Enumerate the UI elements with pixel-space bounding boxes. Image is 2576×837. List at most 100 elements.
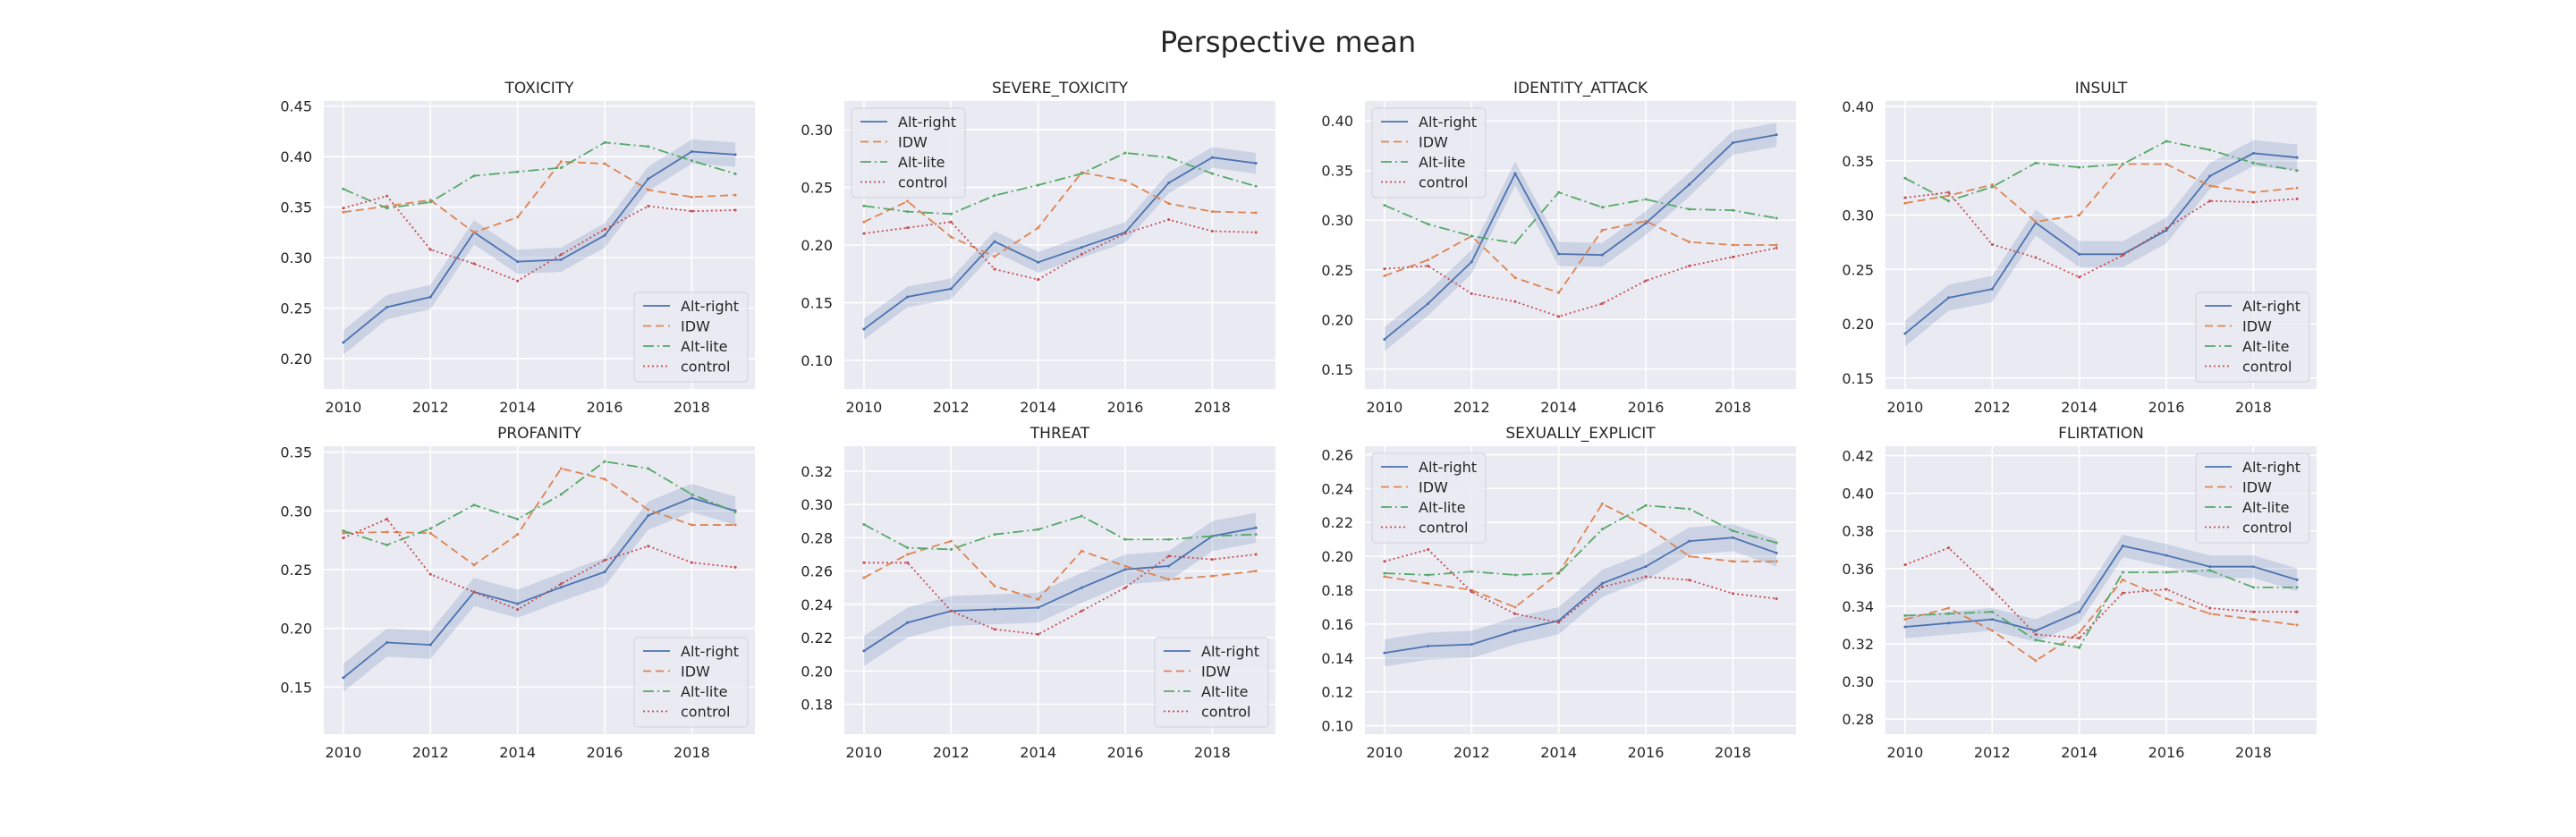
data-point-alt-right (342, 676, 345, 680)
data-point-alt-lite (906, 546, 910, 550)
data-point-control (1167, 554, 1171, 558)
data-point-alt-lite (516, 170, 520, 173)
x-tick-label: 2016 (1107, 744, 1144, 761)
data-point-alt-lite (949, 212, 953, 216)
data-point-alt-right (386, 640, 389, 644)
legend: Alt-right IDW Alt-lite control (633, 292, 749, 383)
data-point-alt-right (647, 514, 650, 518)
data-point-control (733, 565, 737, 569)
series-line-alt-right (1904, 152, 2298, 334)
data-point-idw (2078, 214, 2081, 217)
legend-label: control (1419, 174, 1468, 191)
data-point-idw (733, 193, 737, 197)
data-point-control (516, 608, 520, 612)
y-tick-label: 0.18 (1321, 582, 1353, 599)
data-point-alt-lite (2165, 571, 2168, 574)
data-point-alt-right (862, 649, 866, 653)
y-tick-label: 0.32 (801, 463, 833, 480)
data-point-alt-lite (1990, 610, 1994, 613)
data-point-idw (1037, 597, 1040, 601)
data-point-idw (386, 530, 389, 534)
legend: Alt-right IDW Alt-lite control (633, 637, 749, 728)
data-point-alt-right (1470, 643, 1473, 647)
y-tick-label: 0.32 (1842, 636, 1874, 653)
y-tick-label: 0.35 (1321, 163, 1353, 180)
data-point-idw (1688, 241, 1691, 244)
y-tick-label: 0.16 (1321, 616, 1353, 633)
data-point-alt-right (1644, 564, 1648, 568)
y-tick-label: 0.15 (801, 294, 833, 311)
legend-frame (851, 107, 966, 199)
data-point-idw (1383, 575, 1386, 579)
data-point-alt-lite (603, 460, 606, 463)
series-line-alt-right (863, 156, 1257, 330)
legend-label: IDW (1201, 664, 1231, 681)
data-point-idw (1513, 276, 1517, 280)
legend-label: Alt-right (681, 643, 739, 660)
subplot-title: SEVERE_TOXICITY (992, 80, 1129, 97)
data-point-control (2078, 275, 2081, 279)
data-point-alt-lite (2208, 569, 2212, 572)
data-point-alt-right (1513, 629, 1517, 632)
legend-frame (2195, 292, 2310, 383)
data-point-alt-right (1470, 260, 1473, 264)
y-tick-label: 0.14 (1321, 650, 1353, 667)
data-point-alt-lite (603, 140, 606, 144)
y-tick-label: 0.28 (1842, 711, 1874, 728)
data-point-alt-right (1644, 222, 1648, 225)
data-point-alt-right (2165, 554, 2168, 557)
data-point-alt-lite (1775, 541, 1778, 545)
y-tick-label: 0.35 (280, 199, 312, 216)
data-point-alt-lite (2295, 169, 2299, 173)
data-point-idw (1254, 211, 1258, 215)
data-point-alt-right (1775, 133, 1778, 137)
data-point-alt-right (993, 607, 996, 611)
series-line-idw (343, 467, 736, 566)
x-tick-label: 2010 (1887, 399, 1924, 416)
data-point-alt-right (2208, 174, 2212, 178)
data-point-control (1688, 264, 1691, 267)
x-tick-label: 2012 (1453, 399, 1490, 416)
data-point-control (733, 208, 737, 212)
data-point-idw (1167, 578, 1171, 581)
data-point-idw (1688, 554, 1691, 558)
y-tick-label: 0.20 (280, 621, 312, 638)
data-point-control (1123, 586, 1127, 589)
data-point-control (342, 537, 345, 540)
legend-label: Alt-right (1201, 643, 1259, 660)
data-point-control (1470, 292, 1473, 295)
data-point-alt-right (1123, 568, 1127, 571)
data-point-idw (1080, 549, 1083, 553)
y-tick-label: 0.30 (1321, 212, 1353, 229)
data-point-alt-right (2121, 545, 2124, 548)
y-tick-label: 0.40 (1842, 98, 1874, 115)
series-line-alt-lite (863, 515, 1257, 551)
data-point-alt-lite (1731, 208, 1734, 212)
series-line-idw (1904, 163, 2298, 223)
data-point-idw (1210, 210, 1214, 214)
data-point-alt-lite (1080, 514, 1083, 518)
legend-label: Alt-right (2242, 459, 2301, 476)
data-point-alt-right (516, 602, 520, 605)
x-tick-label: 2016 (1628, 399, 1665, 416)
data-point-alt-lite (993, 194, 996, 198)
data-point-control (1903, 563, 1907, 567)
legend-frame (633, 292, 749, 383)
legend: Alt-right IDW Alt-lite control (1371, 452, 1487, 544)
series-line-control (863, 554, 1257, 636)
x-tick-label: 2018 (2235, 744, 2272, 761)
y-tick-label: 0.10 (801, 352, 833, 369)
data-point-control (1037, 278, 1040, 282)
x-tick-label: 2010 (1367, 399, 1403, 416)
data-point-alt-lite (2208, 148, 2212, 152)
data-point-alt-right (1037, 606, 1040, 610)
x-tick-label: 2012 (412, 399, 449, 416)
legend-label: Alt-lite (1419, 154, 1465, 171)
data-point-control (2251, 610, 2255, 613)
data-point-control (1600, 302, 1604, 306)
data-point-idw (1947, 606, 1951, 610)
series-line-control (343, 518, 736, 611)
data-point-alt-right (2165, 229, 2168, 232)
data-point-control (2078, 637, 2081, 640)
data-point-alt-lite (1210, 535, 1214, 538)
